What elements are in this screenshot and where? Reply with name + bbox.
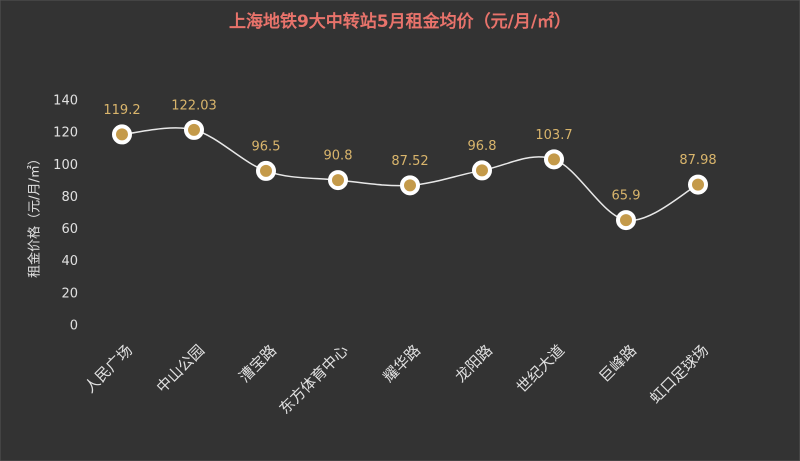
- y-tick-label: 140: [53, 94, 78, 109]
- data-label: 96.5: [252, 139, 281, 154]
- y-tick-label: 20: [61, 286, 78, 301]
- marker: [688, 174, 708, 195]
- marker: [112, 124, 132, 145]
- marker: [544, 149, 564, 170]
- y-tick-label: 60: [61, 222, 78, 237]
- marker: [328, 170, 348, 191]
- data-label: 103.7: [535, 128, 572, 143]
- data-label: 119.2: [103, 103, 140, 118]
- marker: [256, 160, 276, 181]
- y-tick-label: 40: [61, 254, 78, 269]
- data-label: 96.8: [468, 139, 497, 154]
- marker: [616, 210, 636, 231]
- data-label: 65.9: [612, 189, 641, 204]
- data-label: 122.03: [171, 98, 217, 113]
- y-tick-label: 100: [53, 158, 78, 173]
- data-label: 87.98: [679, 153, 716, 168]
- data-label: 87.52: [391, 154, 428, 169]
- data-label: 90.8: [324, 149, 353, 164]
- y-tick-label: 120: [53, 126, 78, 141]
- marker: [400, 175, 420, 196]
- marker: [184, 119, 204, 140]
- y-tick-label: 0: [70, 319, 78, 334]
- y-axis-label: 租金价格（元/月/㎡）: [27, 152, 43, 278]
- chart-title: 上海地铁9大中转站5月租金均价（元/月/㎡）: [229, 11, 571, 32]
- marker: [472, 160, 492, 181]
- y-tick-label: 80: [61, 190, 78, 205]
